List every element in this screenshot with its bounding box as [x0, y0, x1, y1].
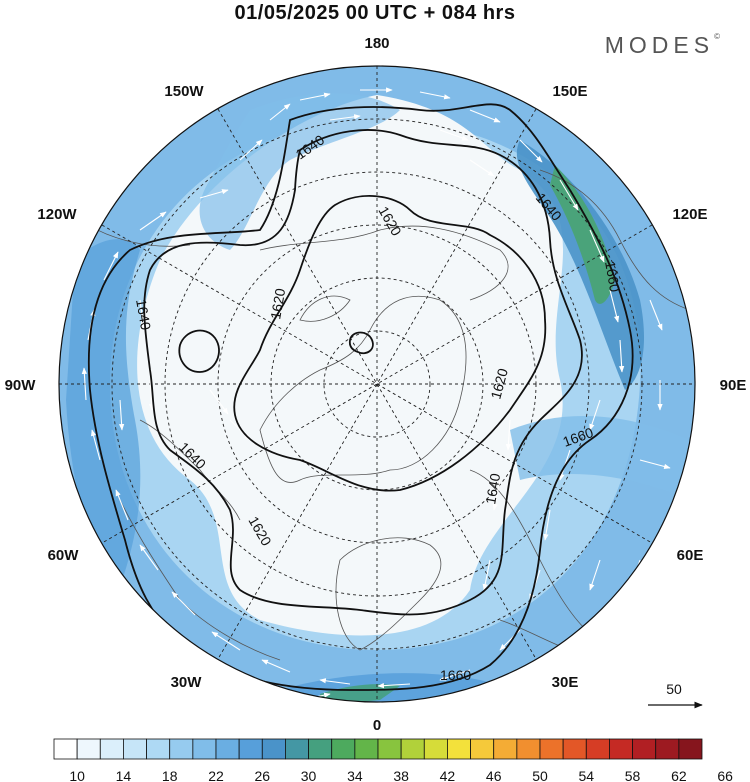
colorbar-swatch [377, 738, 402, 760]
colorbar-swatch [562, 738, 587, 760]
colorbar-swatch [146, 738, 171, 760]
contour-1620 [233, 195, 547, 492]
colorbar-swatch [354, 738, 379, 760]
map-border [58, 65, 696, 703]
contour-pole-closed [348, 331, 374, 355]
colorbar-swatch [423, 738, 448, 760]
lon-label-150e: 150E [552, 83, 587, 100]
colorbar-swatch [76, 738, 101, 760]
colorbar-ticks: 10141822263034384246505458626670 [69, 768, 733, 782]
colorbar-swatch [215, 738, 240, 760]
lon-label-180: 180 [364, 35, 389, 52]
colorbar-tick-label: 18 [162, 768, 178, 782]
colorbar-swatch [238, 738, 263, 760]
colorbar-swatch [261, 738, 286, 760]
contour-label: 1660 [440, 667, 471, 683]
colorbar-tick-label: 14 [116, 768, 132, 782]
contour-label: 1660 [602, 260, 623, 294]
colorbar-tick-label: 10 [69, 768, 85, 782]
contour-label: 1620 [487, 366, 511, 400]
contour-label: 1620 [267, 287, 288, 321]
reference-vector: 50 [648, 681, 703, 709]
longitude-labels: 180 150E 120E 90E 60E 30E 0 30W 60W 90W … [5, 35, 747, 734]
brand-name: MODES [604, 32, 715, 58]
lon-label-90e: 90E [720, 377, 747, 394]
colorbar-swatch [285, 738, 309, 760]
colorbar-swatch [331, 738, 356, 760]
lon-label-60w: 60W [48, 547, 80, 564]
colorbar-tick-label: 26 [255, 768, 271, 782]
lon-label-30w: 30W [171, 674, 203, 691]
lon-label-0: 0 [373, 717, 381, 734]
colorbar-tick-label: 54 [579, 768, 595, 782]
colorbar-swatch [632, 738, 657, 760]
reference-vector-label: 50 [666, 681, 682, 697]
colorbar-swatch [400, 738, 425, 760]
contour-low-closed [178, 329, 220, 373]
contour-1660 [87, 103, 634, 691]
colorbar-tick-label: 34 [347, 768, 363, 782]
colorbar-swatch [308, 738, 333, 760]
colorbar-tick-label: 22 [208, 768, 224, 782]
colorbar-tick-label: 62 [671, 768, 687, 782]
colorbar-tick-label: 50 [532, 768, 548, 782]
lon-label-150w: 150W [164, 83, 204, 100]
contour-1640 [143, 129, 583, 616]
map-title: 01/05/2025 00 UTC + 084 hrs [234, 2, 516, 24]
colorbar-tick-label: 66 [717, 768, 733, 782]
colorbar-tick-label: 42 [440, 768, 456, 782]
lon-label-30e: 30E [552, 674, 579, 691]
colorbar-swatch [99, 738, 124, 760]
colorbar [53, 738, 703, 760]
colorbar-tick-label: 38 [393, 768, 409, 782]
colorbar-swatch [516, 738, 541, 760]
colorbar-swatch [169, 738, 194, 760]
colorbar-swatch [539, 738, 564, 760]
colorbar-swatch [493, 738, 518, 760]
contour-label: 1640 [133, 298, 154, 332]
colorbar-swatch [609, 738, 633, 760]
height-contours [87, 103, 634, 691]
lon-label-60e: 60E [677, 547, 704, 564]
colorbar-tick-label: 58 [625, 768, 641, 782]
graticule [59, 66, 695, 702]
contour-label: 1640 [482, 472, 503, 506]
lon-label-90w: 90W [5, 377, 37, 394]
colorbar-swatch [192, 738, 217, 760]
colorbar-swatch [585, 738, 610, 760]
colorbar-swatch [123, 738, 147, 760]
colorbar-swatch [678, 738, 703, 760]
colorbar-swatch [447, 738, 471, 760]
contour-labels: 1640 1620 1640 1620 1660 1640 1620 1640 … [133, 131, 623, 683]
copyright-mark: © [714, 32, 720, 41]
brand-logo: MODES© [605, 32, 720, 59]
colorbar-swatch [53, 738, 78, 760]
lon-label-120e: 120E [672, 206, 707, 223]
colorbar-swatch [470, 738, 495, 760]
lon-label-120w: 120W [37, 206, 77, 223]
colorbar-swatch [655, 738, 680, 760]
colorbar-tick-label: 30 [301, 768, 317, 782]
colorbar-tick-label: 46 [486, 768, 502, 782]
